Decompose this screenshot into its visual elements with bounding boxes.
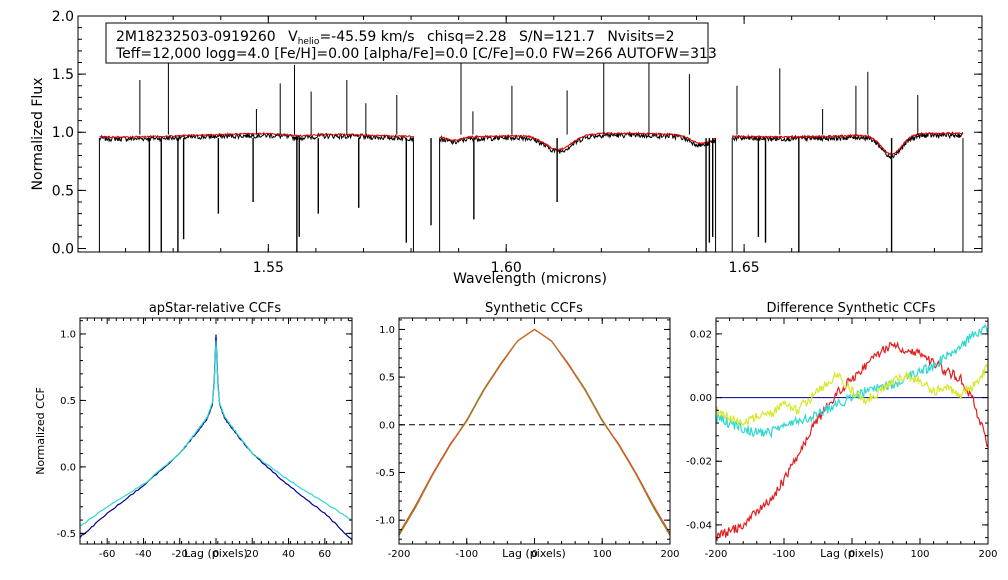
- spectrum-model-chip-3: [731, 131, 964, 156]
- difference-ccf-ytick-label: -0.02: [686, 457, 712, 468]
- apstar-ccf-ytick-label: -0.5: [56, 529, 76, 540]
- apstar-ccf-ticks: -60 -40 -20 0 20 40 60 -0.5 0.0 0.5 1.0: [56, 318, 352, 560]
- spectrum-ytick-label: 1.5: [52, 67, 74, 83]
- apstar-ccf-title: apStar-relative CCFs: [149, 301, 282, 316]
- difference-ccf-series-cyan: [716, 323, 988, 439]
- difference-ccf-series-red: [716, 340, 988, 542]
- synthetic-ccf-plot-area: [399, 328, 670, 536]
- spectrum-xtick-label: 1.65: [729, 260, 760, 276]
- spectrum-ytick-label: 1.0: [52, 125, 74, 141]
- apstar-ccf-ylabel: Normalized CCF: [34, 387, 47, 475]
- apstar-ccf-xlabel: Lag (pixels): [184, 547, 248, 560]
- spectrum-xtick-label: 1.60: [491, 260, 522, 276]
- apstar-ccf-xtick-label: -40: [135, 549, 151, 560]
- spectrum-xtick-label: 1.55: [253, 260, 284, 276]
- synthetic-ccf-xtick-label: 200: [660, 549, 679, 560]
- synthetic-ccf-xtick-label: -200: [388, 549, 411, 560]
- apstar-ccf-chart: apStar-relative CCFs -60 -40 -20 0 20 40 60 -0.…: [34, 301, 353, 560]
- spectrum-info-line1: 2M18232503-0919260 Vhelio=-45.59 km/s ch…: [116, 29, 675, 47]
- synthetic-ccf-ticks: -200 -100 0 100 200 -1.0 -0.5 0.0 0.5 1.0: [375, 318, 680, 560]
- difference-ccf-xtick-label: 0: [849, 549, 855, 560]
- spectrum-chart: 1.55 1.60 1.65 0.0 0.5 1.0 1.5 2.0 2M18232503-0…: [30, 9, 983, 287]
- synthetic-ccf-ytick-label: -0.5: [375, 468, 395, 479]
- spectrum-frame: [77, 15, 983, 253]
- spectrum-ylabel: Normalized Flux: [30, 78, 46, 191]
- nvisits-value: Nvisits=2: [607, 29, 674, 45]
- apstar-ccf-xtick-label: 40: [282, 549, 295, 560]
- apstar-ccf-ytick-label: 0.5: [60, 396, 76, 407]
- synthetic-ccf-series-synthetic-3: [399, 328, 670, 535]
- synthetic-ccf-xtick-label: -100: [455, 549, 478, 560]
- difference-ccf-plot-area: [716, 323, 988, 542]
- spectrum-ytick-label: 0.0: [52, 241, 74, 257]
- synthetic-ccf-xtick-label: 100: [593, 549, 612, 560]
- difference-ccf-ytick-label: -0.04: [686, 520, 712, 531]
- difference-ccf-ticks: -200 -100 0 100 200 -0.04 -0.02 0.00 0.02: [686, 318, 998, 560]
- synthetic-ccf-xtick-label: 0: [531, 549, 537, 560]
- spectrum-ytick-label: 2.0: [52, 9, 74, 25]
- spectrum-ticks: 1.55 1.60 1.65 0.0 0.5 1.0 1.5 2.0: [52, 9, 982, 276]
- difference-ccf-xtick-label: 200: [978, 549, 997, 560]
- difference-ccf-series-yellow: [716, 363, 988, 427]
- apstar-ccf-series-visit-1: [80, 334, 352, 541]
- difference-ccf-title: Difference Synthetic CCFs: [766, 301, 935, 316]
- chisq-value: chisq=2.28: [427, 29, 507, 45]
- difference-ccf-chart: Difference Synthetic CCFs -200 -100 0 100 20…: [686, 301, 997, 560]
- synthetic-ccf-ytick-label: -1.0: [375, 516, 395, 527]
- spectrum-model-chip-2: [439, 131, 716, 151]
- synthetic-ccf-ytick-label: 0.0: [379, 420, 395, 431]
- synthetic-ccf-ytick-label: 1.0: [379, 325, 395, 336]
- synthetic-ccf-chart: Synthetic CCFs -200 -100 0 100 200 -1.0 -0.5 0.…: [375, 301, 679, 560]
- apstar-ccf-plot-area: [80, 334, 352, 541]
- apstar-ccf-xtick-label: 20: [246, 549, 259, 560]
- synthetic-ccf-series-synthetic: [399, 328, 670, 536]
- vhelio-prefix: V: [288, 29, 298, 45]
- difference-ccf-xtick-label: -200: [705, 549, 728, 560]
- spectrum-xlabel: Wavelength (microns): [453, 271, 607, 287]
- difference-ccf-xtick-label: -100: [773, 549, 796, 560]
- star-id: 2M18232503-0919260: [116, 29, 276, 45]
- spectrum-ytick-label: 0.5: [52, 183, 74, 199]
- spectrum-info-line2: Teff=12,000 logg=4.0 [Fe/H]=0.00 [alpha/…: [115, 46, 717, 62]
- apstar-ccf-xtick-label: -60: [99, 549, 115, 560]
- apstar-ccf-ytick-label: 0.0: [60, 462, 76, 473]
- apstar-ccf-xtick-label: -20: [172, 549, 188, 560]
- apstar-ccf-xtick-label: 60: [318, 549, 331, 560]
- spectrum-plot-area: [98, 60, 964, 252]
- apstar-ccf-xtick-label: 0: [213, 549, 219, 560]
- difference-ccf-ytick-label: 0.02: [690, 329, 712, 340]
- synthetic-ccf-frame: [398, 317, 671, 545]
- difference-ccf-ytick-label: 0.00: [690, 393, 712, 404]
- apstar-ccf-series-visit-2: [80, 340, 352, 527]
- apstar-ccf-ytick-label: 1.0: [60, 329, 76, 340]
- vhelio-subscript: helio: [298, 37, 320, 47]
- synthetic-ccf-xlabel: Lag (pixels): [502, 547, 566, 560]
- synthetic-ccf-ytick-label: 0.5: [379, 373, 395, 384]
- difference-ccf-xtick-label: 100: [910, 549, 929, 560]
- synthetic-ccf-title: Synthetic CCFs: [485, 301, 583, 316]
- synthetic-ccf-series-synthetic-2: [399, 328, 670, 534]
- difference-ccf-xlabel: Lag (pixels): [820, 547, 884, 560]
- vhelio-value: =-45.59 km/s: [319, 29, 414, 45]
- sn-value: S/N=121.7: [519, 29, 595, 45]
- spectrum-observed-chip-1: [98, 131, 414, 143]
- spectrum-info-box: [105, 22, 709, 64]
